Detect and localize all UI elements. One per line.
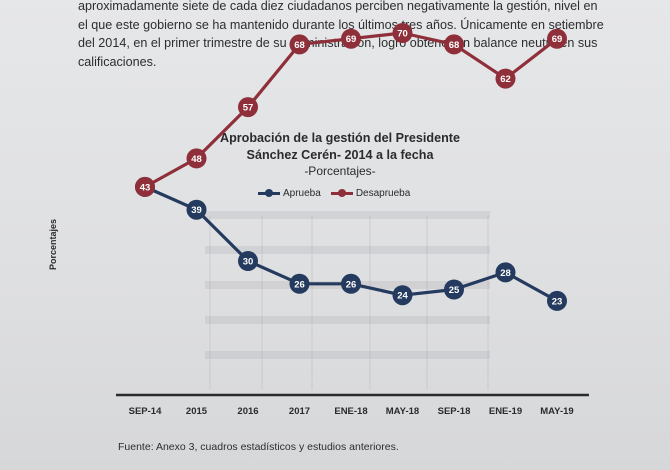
chart-title: Aprobación de la gestión del Presidente …	[180, 130, 500, 164]
data-label-aprueba: 26	[294, 279, 305, 290]
data-label-desaprueba: 69	[346, 34, 357, 45]
data-point-desaprueba	[495, 68, 516, 89]
series-line-desaprueba	[144, 31, 558, 189]
data-label-desaprueba: 70	[397, 29, 408, 40]
source-note: Fuente: Anexo 3, cuadros estadísticos y …	[118, 441, 399, 453]
chart-title-line: Sánchez Cerén- 2014 a la fecha	[246, 148, 434, 162]
data-point-aprueba	[289, 273, 310, 294]
intro-line: calificaciones.	[78, 54, 157, 69]
data-point-desaprueba	[392, 23, 413, 43]
intro-line: aproximadamente siete de cada diez ciuda…	[78, 0, 598, 13]
legend-label: Desaprueba	[355, 187, 411, 199]
data-point-desaprueba	[444, 34, 464, 55]
data-label-desaprueba: 62	[500, 74, 511, 85]
x-tick-label: 2017	[289, 406, 310, 417]
data-point-desaprueba	[341, 28, 361, 49]
legend-item-desaprueba: Desaprueba	[330, 187, 411, 199]
data-point-aprueba	[547, 290, 567, 311]
chart-title-line: Aprobación de la gestión del Presidente	[219, 131, 461, 145]
data-point-desaprueba	[289, 34, 310, 55]
legend-item-aprueba: Aprueba	[258, 188, 321, 199]
x-tick-label: MAY-18	[386, 406, 419, 417]
data-label-desaprueba: 68	[294, 40, 305, 51]
data-point-aprueba	[392, 285, 413, 306]
data-label-desaprueba: 48	[191, 154, 202, 165]
data-label-desaprueba: 68	[449, 40, 460, 51]
data-label-aprueba: 30	[243, 257, 254, 268]
data-label-desaprueba: 43	[140, 182, 151, 193]
data-label-aprueba: 23	[552, 296, 563, 307]
legend-swatch	[258, 188, 280, 197]
data-point-desaprueba	[186, 148, 207, 169]
x-tick-label: SEP-18	[438, 406, 471, 417]
legend-label: Aprueba	[283, 187, 321, 199]
data-point-aprueba	[444, 279, 464, 300]
x-tick-label: MAY-19	[540, 406, 573, 417]
x-tick-label: ENE-19	[489, 406, 522, 417]
data-point-desaprueba	[547, 28, 567, 49]
data-point-aprueba	[238, 251, 258, 271]
x-tick-label: ENE-18	[334, 406, 367, 417]
x-tick-label: 2015	[186, 406, 208, 417]
chart-subtitle: -Porcentajes-	[304, 164, 376, 178]
data-label-desaprueba: 69	[552, 34, 563, 45]
x-tick-label: SEP-14	[129, 406, 162, 417]
data-point-aprueba	[341, 273, 361, 294]
data-label-aprueba: 26	[346, 279, 357, 290]
data-label-aprueba: 28	[500, 268, 511, 279]
data-label-aprueba: 25	[449, 285, 460, 296]
data-label-aprueba: 39	[191, 205, 202, 216]
data-point-desaprueba	[238, 97, 258, 118]
chart-legend: Aprueba Desaprueba	[258, 186, 410, 200]
intro-paragraph: aproximadamente siete de cada diez ciuda…	[78, 0, 608, 71]
data-point-aprueba	[186, 199, 207, 220]
data-point-aprueba	[495, 262, 516, 283]
data-label-desaprueba: 57	[243, 103, 254, 114]
data-point-desaprueba	[135, 176, 155, 197]
background-table	[205, 211, 490, 390]
intro-line: el que este gobierno se ha mantenido dur…	[78, 17, 604, 32]
x-tick-label: 2016	[237, 406, 258, 417]
legend-swatch	[330, 188, 353, 197]
intro-line: del 2014, en el primer trimestre de su a…	[78, 36, 598, 51]
data-label-aprueba: 24	[397, 291, 408, 302]
